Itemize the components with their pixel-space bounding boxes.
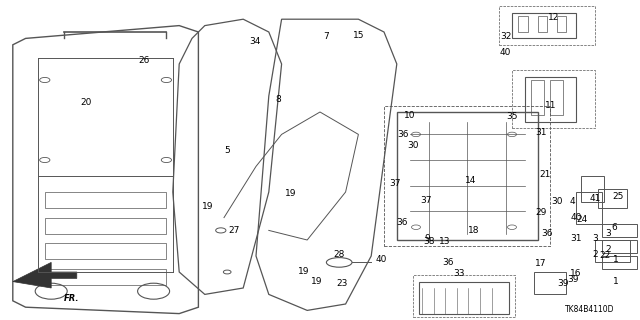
Bar: [602, 240, 637, 253]
Bar: [45, 243, 166, 259]
Text: 16: 16: [570, 269, 582, 278]
Text: 2: 2: [593, 250, 598, 259]
Text: 24: 24: [577, 215, 588, 224]
Text: 39: 39: [557, 279, 569, 288]
Text: 31: 31: [535, 128, 547, 137]
Text: 37: 37: [390, 180, 401, 188]
Bar: [534, 272, 566, 294]
Bar: [512, 70, 595, 128]
Text: 26: 26: [138, 56, 150, 65]
Bar: [384, 106, 550, 246]
Bar: [581, 176, 604, 202]
Text: 35: 35: [506, 112, 518, 121]
Bar: [45, 269, 166, 285]
Text: TK84B4110D: TK84B4110D: [565, 305, 614, 314]
Text: 21: 21: [540, 170, 551, 179]
Text: 27: 27: [228, 226, 239, 235]
Bar: [413, 275, 515, 317]
Text: 30: 30: [551, 197, 563, 206]
Text: 36: 36: [442, 258, 454, 267]
Bar: [538, 16, 547, 32]
Text: 5: 5: [225, 146, 230, 155]
Text: 29: 29: [535, 208, 547, 217]
Text: 38: 38: [423, 237, 435, 246]
Bar: [598, 189, 627, 208]
Text: 41: 41: [589, 194, 601, 203]
Bar: [419, 282, 509, 314]
Text: 6: 6: [612, 223, 617, 232]
Text: 1: 1: [613, 255, 618, 264]
Text: 32: 32: [500, 32, 511, 41]
Bar: [518, 16, 528, 32]
Text: 10: 10: [404, 111, 415, 120]
Text: 40: 40: [570, 213, 582, 222]
Text: 36: 36: [397, 130, 409, 139]
Text: 36: 36: [541, 229, 553, 238]
Bar: [531, 80, 544, 115]
Text: 7: 7: [324, 32, 329, 41]
Text: 19: 19: [202, 202, 214, 211]
Text: 19: 19: [285, 189, 297, 198]
Text: 31: 31: [570, 234, 582, 243]
Text: 4: 4: [570, 197, 575, 206]
Text: 20: 20: [81, 98, 92, 107]
Bar: [397, 112, 538, 240]
Text: 40: 40: [500, 48, 511, 57]
Text: 40: 40: [375, 255, 387, 264]
Text: 9: 9: [425, 234, 430, 243]
Text: 33: 33: [454, 269, 465, 278]
Text: 3: 3: [593, 234, 598, 243]
Text: 12: 12: [548, 13, 559, 22]
Bar: [45, 218, 166, 234]
Bar: [595, 240, 630, 262]
Text: 13: 13: [439, 237, 451, 246]
Bar: [525, 77, 576, 122]
Text: 15: 15: [353, 31, 364, 40]
Text: 3: 3: [605, 229, 611, 238]
Bar: [550, 80, 563, 115]
Text: 37: 37: [420, 196, 431, 204]
Text: 18: 18: [468, 226, 479, 235]
Text: 28: 28: [333, 250, 345, 259]
Bar: [499, 6, 595, 45]
Text: FR.: FR.: [64, 294, 79, 303]
Text: 22: 22: [599, 252, 611, 260]
Text: 36: 36: [396, 218, 408, 227]
Text: 11: 11: [545, 101, 556, 110]
Text: 2: 2: [605, 245, 611, 254]
Text: 19: 19: [298, 268, 310, 276]
Text: 34: 34: [249, 37, 260, 46]
Polygon shape: [13, 262, 77, 288]
Text: 1: 1: [613, 277, 618, 286]
Bar: [557, 16, 566, 32]
Bar: [602, 256, 637, 269]
Text: 23: 23: [337, 279, 348, 288]
Text: 17: 17: [535, 260, 547, 268]
Text: 19: 19: [311, 277, 323, 286]
Text: 8: 8: [276, 95, 281, 104]
Bar: [602, 224, 637, 237]
Bar: [576, 192, 602, 224]
Text: 14: 14: [465, 176, 477, 185]
Text: 39: 39: [567, 276, 579, 284]
Text: 30: 30: [407, 141, 419, 150]
Bar: [45, 192, 166, 208]
Bar: [512, 13, 576, 38]
Text: 25: 25: [612, 192, 623, 201]
